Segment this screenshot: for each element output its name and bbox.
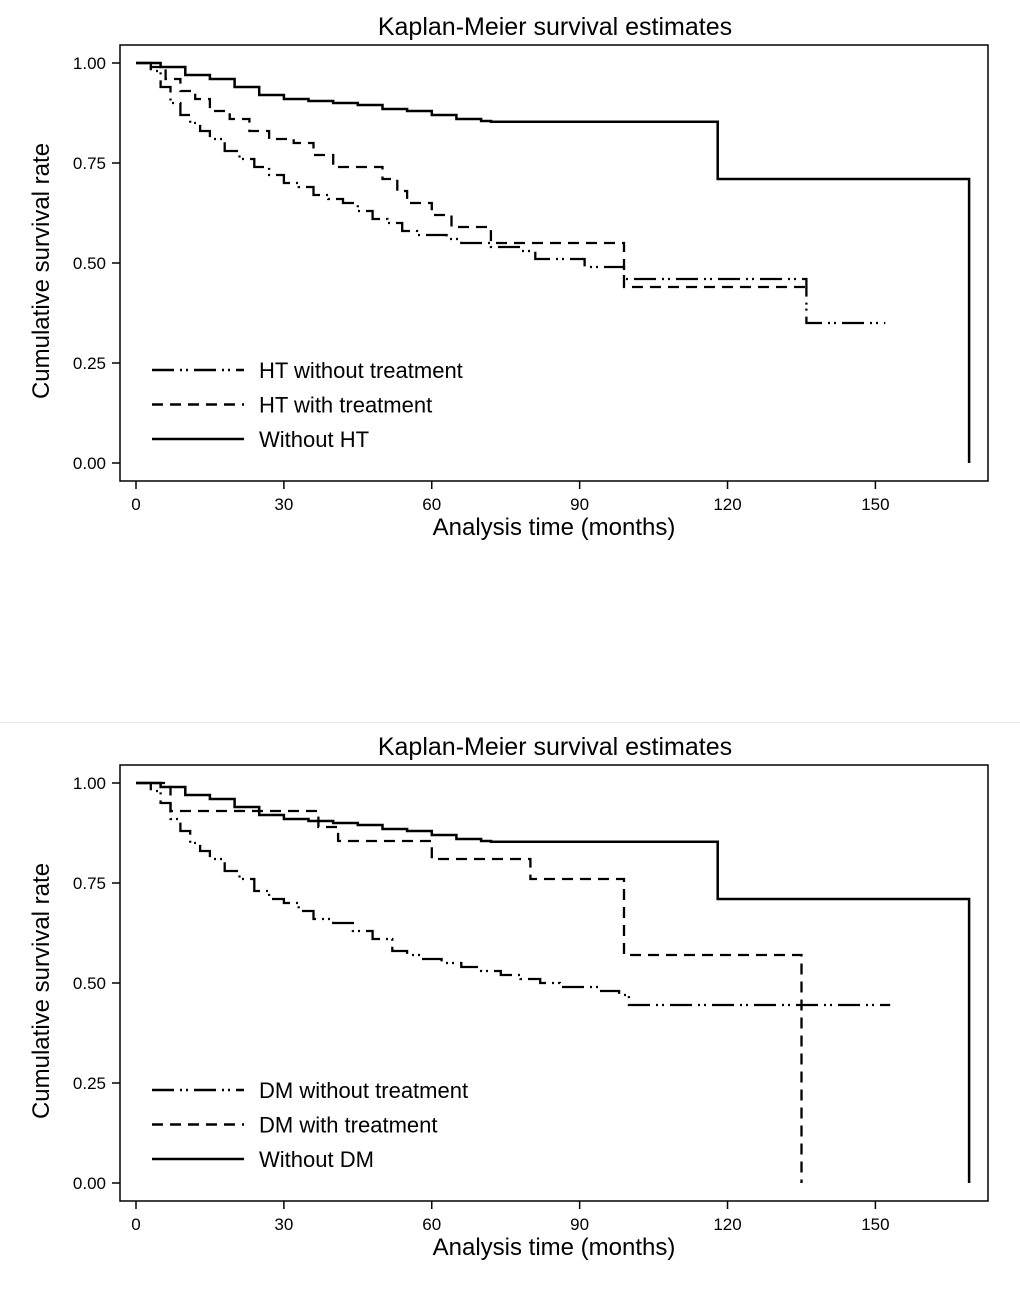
chart-1-series-dm-without-treatment <box>136 781 891 1007</box>
x-axis-title: Analysis time (months) <box>433 514 676 541</box>
y-tick-label: 1.00 <box>73 54 106 73</box>
y-axis-title: Cumulative survival rate <box>28 863 55 1119</box>
chart-ht-svg: Kaplan-Meier survival estimates 0 30 60 90 12… <box>28 13 989 541</box>
x-tick-label: 0 <box>131 495 140 514</box>
x-tick-label: 0 <box>131 1215 140 1234</box>
y-axis-title: Cumulative survival rate <box>28 143 55 399</box>
chart-1-series-without-dm <box>136 781 971 1183</box>
chart-0-series-ht-with-treatment <box>136 61 807 289</box>
legend-label: Without DM <box>259 1147 374 1172</box>
chart-dm-svg: Kaplan-Meier survival estimates 0 30 60 90 12… <box>28 733 989 1261</box>
chart-0-series-ht-without-treatment <box>136 61 886 325</box>
x-tick-label: 30 <box>274 495 293 514</box>
y-tick-label: 1.00 <box>73 774 106 793</box>
legend-label: HT with treatment <box>259 393 432 418</box>
x-axis-title: Analysis time (months) <box>433 1234 676 1261</box>
chart-title: Kaplan-Meier survival estimates <box>378 733 732 761</box>
y-tick-label: 0.50 <box>73 254 106 273</box>
x-tick-label: 120 <box>713 495 741 514</box>
x-tick-label: 120 <box>713 1215 741 1234</box>
x-tick-label: 30 <box>274 1215 293 1234</box>
y-tick-label: 0.25 <box>73 1074 106 1093</box>
y-tick-label: 0.25 <box>73 354 106 373</box>
legend-label: Without HT <box>259 427 369 452</box>
y-tick-label: 0.00 <box>73 454 106 473</box>
chart-title: Kaplan-Meier survival estimates <box>378 13 732 41</box>
x-tick-label: 60 <box>422 495 441 514</box>
km-chart-ht: Kaplan-Meier survival estimates 0 30 60 90 12… <box>28 13 989 541</box>
panel-divider <box>0 722 1020 723</box>
x-tick-label: 150 <box>861 495 889 514</box>
legend-label: HT without treatment <box>259 358 463 383</box>
x-tick-label: 150 <box>861 1215 889 1234</box>
legend-label: DM with treatment <box>259 1113 438 1138</box>
x-tick-label: 90 <box>570 495 589 514</box>
y-tick-label: 0.50 <box>73 974 106 993</box>
x-tick-label: 60 <box>422 1215 441 1234</box>
y-tick-label: 0.75 <box>73 874 106 893</box>
y-tick-label: 0.75 <box>73 154 106 173</box>
y-tick-label: 0.00 <box>73 1174 106 1193</box>
plot-frame <box>119 44 989 482</box>
chart-0-series-without-ht <box>136 61 971 463</box>
km-chart-dm: Kaplan-Meier survival estimates 0 30 60 90 12… <box>0 720 1020 1310</box>
legend-label: DM without treatment <box>259 1078 468 1103</box>
x-tick-label: 90 <box>570 1215 589 1234</box>
